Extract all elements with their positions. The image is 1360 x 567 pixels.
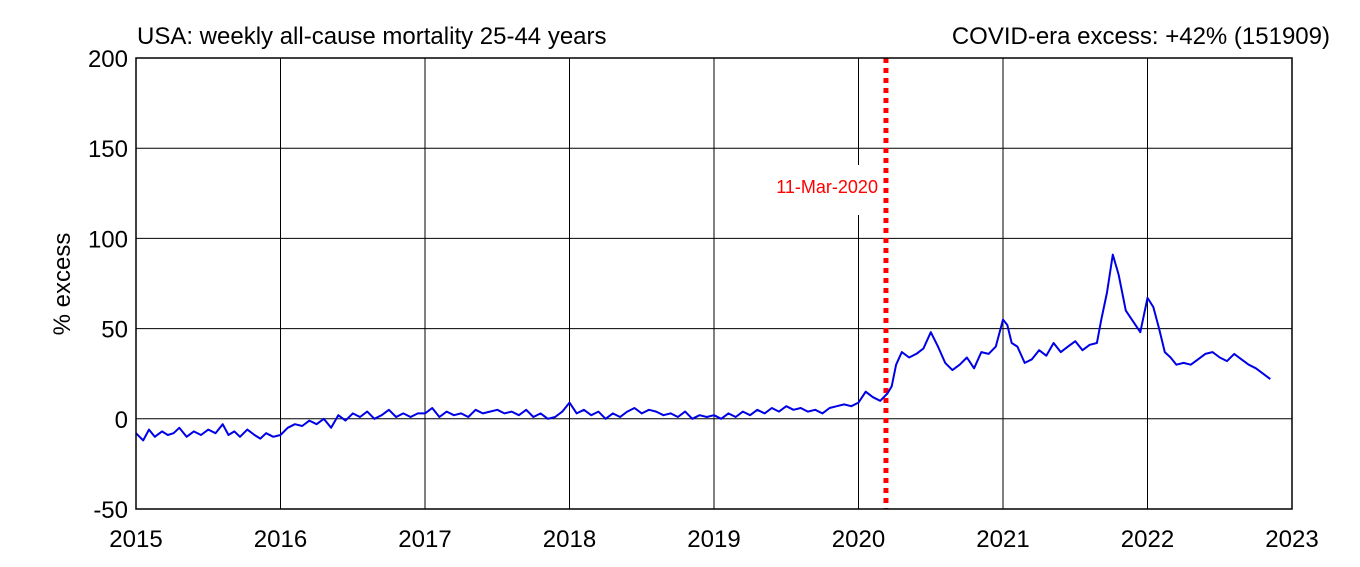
event-marker: 11-Mar-2020 <box>776 58 889 509</box>
y-tick-label-200: 200 <box>88 46 128 73</box>
x-tick-label-2019: 2019 <box>687 526 740 553</box>
grid-lines <box>136 58 1292 509</box>
excess-mortality-series-line <box>135 253 1271 442</box>
y-tick-label-100: 100 <box>88 226 128 253</box>
x-tick-label-2021: 2021 <box>976 526 1029 553</box>
y-axis-ticks: -50 0 50 100 150 200 <box>88 46 128 524</box>
x-tick-label-2015: 2015 <box>109 526 162 553</box>
chart-title: USA: weekly all-cause mortality 25-44 ye… <box>137 23 607 50</box>
x-tick-label-2020: 2020 <box>832 526 885 553</box>
y-tick-label--50: -50 <box>93 497 128 524</box>
plot-frame <box>135 57 1293 510</box>
event-marker-label: 11-Mar-2020 <box>776 177 878 197</box>
y-tick-label-50: 50 <box>101 317 128 344</box>
x-tick-label-2016: 2016 <box>254 526 307 553</box>
y-axis-label: % excess <box>49 233 76 336</box>
x-axis-ticks: 2015 2016 2017 2018 2019 2020 2021 2022 2023 <box>109 526 1318 553</box>
x-tick-label-2018: 2018 <box>543 526 596 553</box>
x-tick-label-2017: 2017 <box>398 526 451 553</box>
x-tick-label-2023: 2023 <box>1265 526 1318 553</box>
x-tick-label-2022: 2022 <box>1121 526 1174 553</box>
chart-subtitle: COVID-era excess: +42% (151909) <box>952 23 1330 50</box>
y-tick-label-150: 150 <box>88 136 128 163</box>
y-tick-label-0: 0 <box>115 407 128 434</box>
